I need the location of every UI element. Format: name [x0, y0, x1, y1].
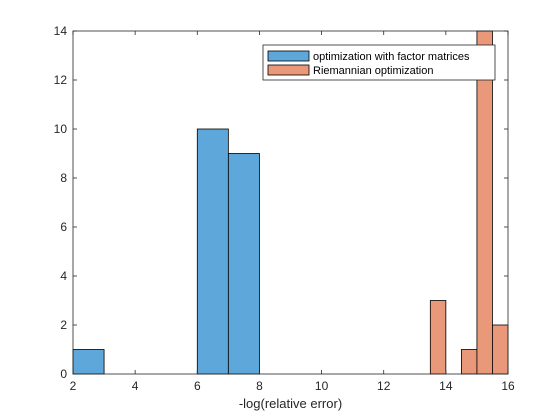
plot-frame — [72, 30, 509, 375]
y-tick-label: 10 — [54, 122, 68, 136]
histogram-bar-series2-4 — [492, 324, 509, 375]
y-tick-label: 6 — [60, 220, 67, 234]
legend-swatch-1 — [267, 50, 310, 62]
legend-label-2: Riemannian optimization — [313, 65, 433, 77]
legend-swatch-2 — [267, 64, 310, 76]
x-tick-label: 16 — [501, 379, 515, 393]
histogram-bar-series2-3 — [476, 30, 493, 375]
legend: optimization with factor matrices Riemann… — [262, 44, 496, 81]
histogram-bar-series2-1 — [429, 300, 447, 375]
x-tick-label: 14 — [439, 379, 453, 393]
y-tick-label: 14 — [54, 24, 68, 38]
x-tick-label: 12 — [377, 379, 391, 393]
x-tick-label: 4 — [132, 379, 139, 393]
x-tick-label: 2 — [70, 379, 77, 393]
y-tick-label: 8 — [60, 171, 67, 185]
legend-label-1: optimization with factor matrices — [313, 51, 470, 63]
histogram-bar-series2-2 — [460, 349, 478, 375]
y-tick-label: 0 — [60, 367, 67, 381]
x-tick-label: 10 — [315, 379, 329, 393]
y-tick-label: 2 — [60, 318, 67, 332]
x-axis-label: -log(relative error) — [239, 396, 342, 411]
x-tick-label: 6 — [194, 379, 201, 393]
y-tick-label: 12 — [54, 73, 68, 87]
histogram-bar-series1-1 — [72, 349, 105, 375]
y-tick-label: 4 — [60, 269, 67, 283]
histogram-bar-series1-3 — [227, 153, 260, 375]
bars-layer — [72, 30, 509, 375]
x-tick-label: 8 — [256, 379, 263, 393]
histogram-bar-series1-2 — [196, 128, 229, 375]
